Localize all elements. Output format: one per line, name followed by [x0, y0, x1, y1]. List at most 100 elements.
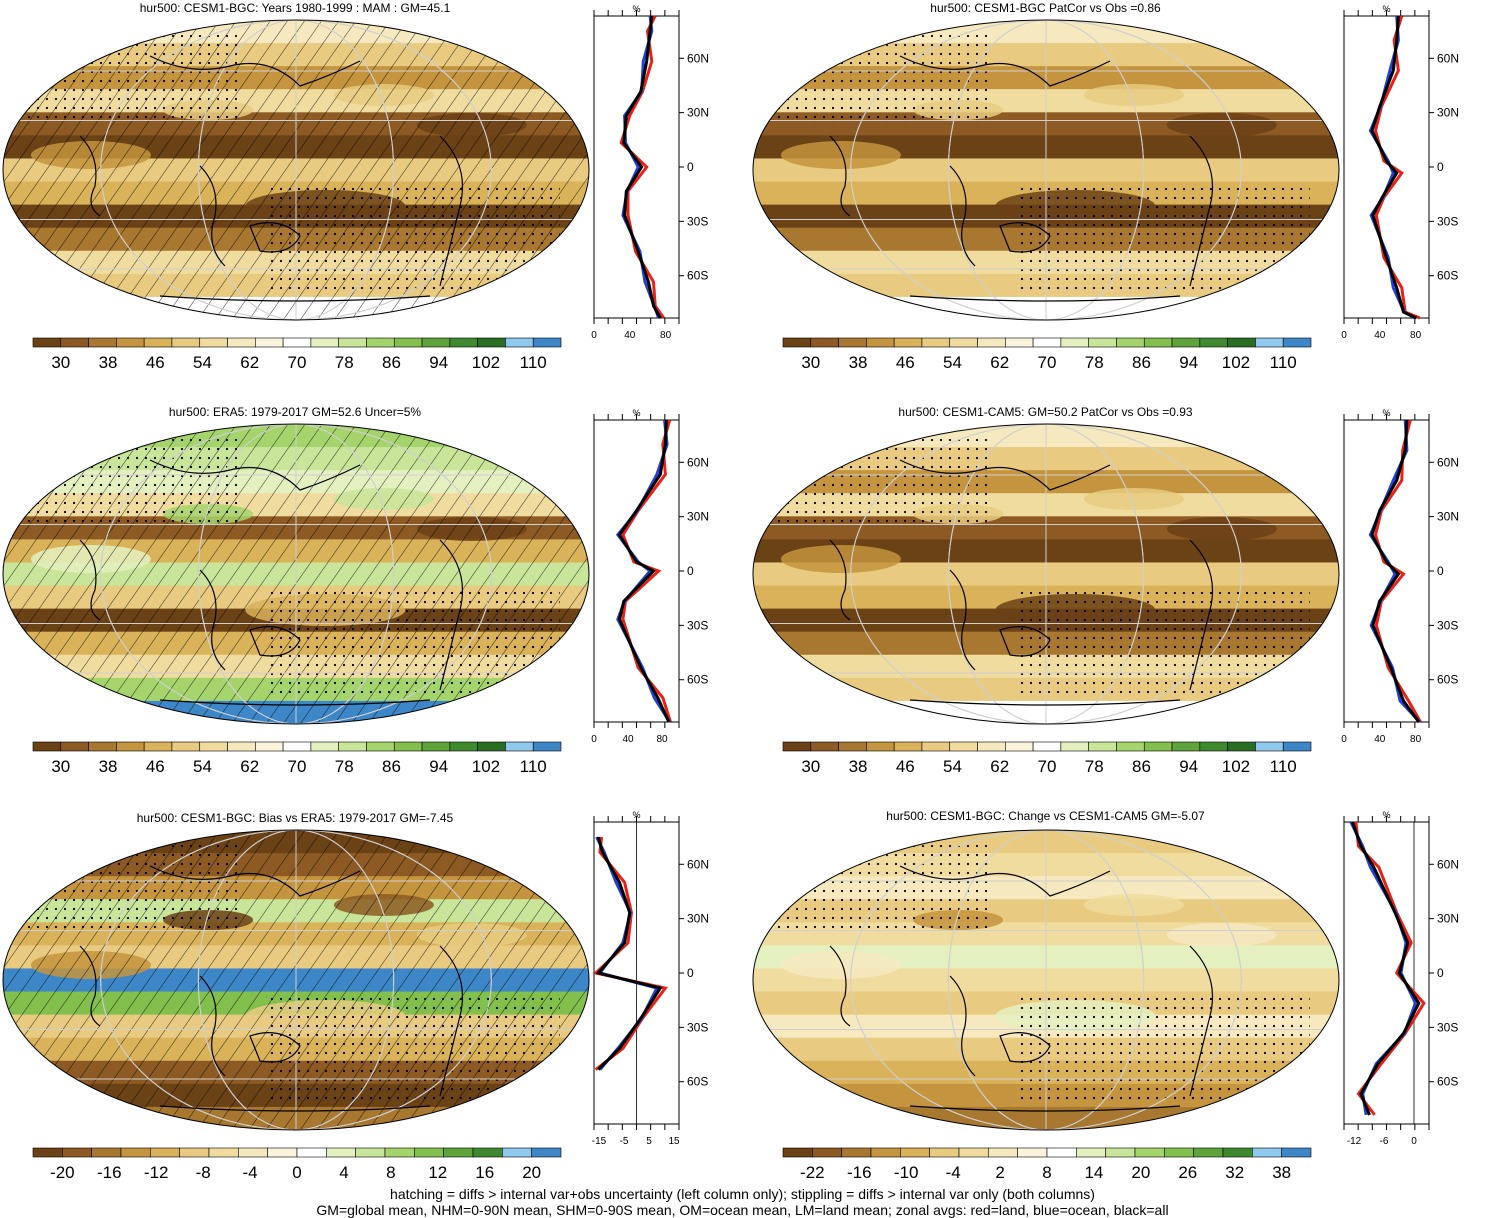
colorbar-swatch — [150, 1147, 180, 1158]
colorbar-tick-label: 62 — [990, 353, 1009, 372]
colorbar-swatch — [1046, 1147, 1077, 1158]
colorbar-tick-label: 46 — [896, 353, 915, 372]
colorbar-swatch — [1088, 741, 1117, 752]
coastline — [829, 945, 851, 1027]
coastline — [79, 945, 101, 1027]
colorbar-swatch — [116, 337, 145, 348]
colorbar-tick-label: 54 — [193, 353, 212, 372]
profile-lat-label: 30S — [687, 1020, 708, 1034]
colorbar-swatch — [1199, 741, 1228, 752]
colorbar-swatch — [1227, 741, 1256, 752]
coastline — [909, 1105, 1181, 1112]
coastline — [249, 1032, 301, 1063]
colorbar-swatch — [238, 1147, 268, 1158]
colorbar-swatch — [384, 1147, 415, 1158]
colorbar-swatch — [1282, 337, 1312, 348]
colorbar-swatch — [171, 741, 201, 752]
coastline — [1189, 135, 1214, 287]
colorbar-tick-label: 54 — [943, 757, 962, 776]
profile-lat-label: 60S — [1437, 673, 1458, 687]
colorbar-tick-label: 86 — [382, 757, 401, 776]
profile-x-label: 80 — [1410, 330, 1422, 341]
colorbar-swatch — [977, 741, 1006, 752]
colorbar-swatch — [338, 741, 367, 752]
profile-lat-label: 60N — [1437, 857, 1459, 871]
colorbar-swatch — [977, 337, 1006, 348]
colorbar-swatch — [1088, 337, 1117, 348]
map-title: hur500: CESM1-BGC: Change vs CESM1-CAM5 … — [886, 809, 1205, 823]
colorbar-tick-label: -16 — [847, 1163, 872, 1182]
colorbar: 30 38 46 54 62 70 78 86 94 102 110 — [32, 337, 562, 372]
colorbar-tick-label: 94 — [429, 757, 448, 776]
profile-lat-label: 30N — [1437, 912, 1459, 926]
coastline — [199, 165, 226, 267]
profile-x-label: 40 — [622, 734, 634, 745]
profile-lat-label: 30S — [687, 214, 708, 228]
stipple-region — [753, 439, 988, 529]
colorbar-swatch — [60, 337, 89, 348]
colorbar-swatch — [1227, 337, 1256, 348]
map-outline — [2, 423, 590, 725]
map-outline — [2, 19, 590, 321]
colorbar-tick-label: 94 — [1179, 757, 1198, 776]
coastline — [899, 459, 1111, 491]
profile-x-label: 0 — [1411, 1136, 1417, 1147]
profile-unit: % — [1382, 4, 1390, 14]
colorbar-swatch — [532, 741, 562, 752]
colorbar-tick-label: 94 — [429, 353, 448, 372]
colorbar-swatch — [893, 337, 923, 348]
colorbar: -22 -16 -10 -4 2 8 14 20 26 32 38 — [782, 1147, 1312, 1182]
colorbar-swatch — [1076, 1147, 1106, 1158]
colorbar-tick-label: 32 — [1225, 1163, 1244, 1182]
colorbar-tick-label: 86 — [382, 353, 401, 372]
profile-lat-label: 30N — [687, 510, 709, 524]
map-region — [1166, 517, 1277, 541]
profile-frame — [1343, 15, 1430, 319]
profile-x-label: 5 — [646, 1136, 652, 1147]
colorbar-tick-label: -22 — [800, 1163, 825, 1182]
profile-lat-label: 60N — [687, 857, 709, 871]
meridian-line — [947, 830, 1145, 1130]
profile-lat-label: 30N — [1437, 510, 1459, 524]
coastline — [1189, 945, 1214, 1097]
colorbar-swatch — [62, 1147, 92, 1158]
meridian-line — [197, 830, 395, 1130]
colorbar-swatch — [1143, 337, 1173, 348]
colorbar-swatch — [812, 1147, 842, 1158]
meridian-line — [197, 424, 395, 724]
coastline — [899, 865, 1111, 897]
colorbar-swatch — [310, 337, 339, 348]
colorbar-swatch — [326, 1147, 356, 1158]
colorbar-swatch — [171, 337, 201, 348]
colorbar-swatch — [1060, 337, 1089, 348]
coastline — [1189, 539, 1214, 691]
profile-lat-label: 60N — [1437, 51, 1459, 65]
profile-x-label: -6 — [1380, 1136, 1389, 1147]
colorbar: 30 38 46 54 62 70 78 86 94 102 110 — [32, 741, 562, 776]
profile-x-label: 40 — [624, 330, 636, 341]
colorbar-swatch — [929, 1147, 960, 1158]
zonal-profile: % 60N 30N 0 30S 60S 0 40 80 — [1341, 4, 1459, 341]
colorbar-swatch — [949, 741, 978, 752]
colorbar-tick-label: 110 — [520, 353, 547, 372]
profile-x-label: 40 — [1374, 734, 1386, 745]
coastline — [999, 222, 1051, 253]
colorbar-tick-label: -16 — [97, 1163, 122, 1182]
zonal-profile: % 60N 30N 0 30S 60S -12 -6 0 — [1343, 810, 1459, 1147]
coastline — [249, 626, 301, 657]
colorbar-tick-label: 102 — [472, 757, 500, 776]
coastline — [829, 135, 851, 217]
colorbar-swatch — [921, 741, 951, 752]
colorbar-swatch — [921, 337, 951, 348]
colorbar-tick-label: 54 — [943, 353, 962, 372]
profile-x-label: 40 — [1374, 330, 1386, 341]
profile-line-all — [595, 836, 663, 1071]
profile-x-label: 0 — [591, 734, 597, 745]
colorbar: -20 -16 -12 -8 -4 0 4 8 12 16 20 — [32, 1147, 562, 1182]
colorbar-swatch — [1005, 741, 1034, 752]
colorbar-tick-label: 78 — [1085, 353, 1104, 372]
colorbar-swatch — [310, 741, 339, 752]
colorbar-tick-label: 38 — [849, 757, 868, 776]
colorbar-swatch — [531, 1147, 562, 1158]
colorbar-tick-label: 38 — [99, 757, 118, 776]
